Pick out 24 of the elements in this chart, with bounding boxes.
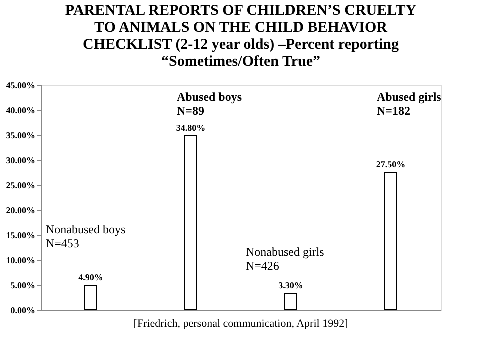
y-tick-label: 5.00% [10,280,36,290]
y-tick-label: 10.00% [6,256,36,266]
text: [Friedrich, personal communication, April 1992] [134,318,348,330]
y-tick-label: 40.00% [6,106,36,116]
y-tick-label: 45.00% [6,80,36,90]
bar [184,136,198,310]
bar [84,285,98,310]
data-label: 34.80% [176,123,206,133]
y-tick-label: 20.00% [6,206,36,216]
annotation: Abused boys N=89 [177,90,242,118]
y-tick-label: 15.00% [6,230,36,240]
y-tick-label: 25.00% [6,180,36,190]
chart-title: PARENTAL REPORTS OF CHILDREN’S CRUELTY TO ANIMALS ON THE CHILD BEHAVIOR CHECKLIST (2-12 year olds) –Percent reporting “Sometimes/Often True” [65,3,417,70]
annotation: Nonabused girls N=426 [246,245,325,273]
y-tick-label: 0.00% [10,306,36,316]
annotation: Abused girls N=182 [377,90,442,118]
bar [284,293,298,310]
bar [384,172,398,310]
y-tick-label: 30.00% [6,156,36,166]
annotation: Nonabused boys N=453 [46,222,126,250]
y-tick-label: 35.00% [6,130,36,140]
data-label: 3.30% [278,280,304,290]
data-label: 27.50% [376,160,406,170]
data-label: 4.90% [78,272,104,282]
